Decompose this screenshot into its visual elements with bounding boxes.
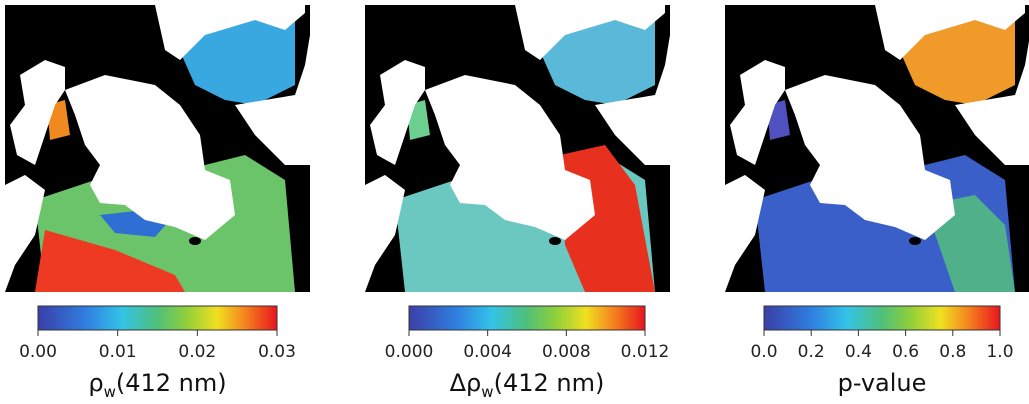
label-suffix: (412 nm) [494, 369, 605, 397]
colorbar [408, 305, 646, 331]
colorbar [37, 305, 278, 331]
label-symbol: ρ [88, 369, 103, 397]
tick-label: 0.008 [542, 342, 591, 362]
tick-label: 0.03 [258, 342, 296, 362]
map-panel [725, 5, 1029, 292]
label-symbol: p-value [838, 369, 927, 397]
tick-label: 0.000 [385, 342, 434, 362]
map-panel [365, 5, 670, 292]
colorbar-label: p-value [838, 369, 927, 397]
tick-label: 0.00 [19, 342, 57, 362]
colorbar-label: Δρw(412 nm) [450, 369, 605, 401]
label-subscript: w [104, 383, 116, 401]
colorbar [763, 305, 1001, 331]
colorbar-label: ρw(412 nm) [88, 369, 226, 401]
map-panel [5, 5, 310, 292]
tick-label: 0.01 [99, 342, 137, 362]
tick-label: 0.004 [463, 342, 512, 362]
label-symbol: Δρ [450, 369, 482, 397]
tick-label: 0.6 [892, 342, 919, 362]
tick-label: 0.2 [798, 342, 825, 362]
tick-label: 0.4 [845, 342, 872, 362]
label-subscript: w [481, 383, 493, 401]
tick-label: 0.02 [178, 342, 216, 362]
tick-label: 0.012 [621, 342, 670, 362]
tick-label: 0.0 [750, 342, 777, 362]
label-suffix: (412 nm) [116, 369, 227, 397]
tick-label: 0.8 [939, 342, 966, 362]
tick-label: 1.0 [986, 342, 1013, 362]
